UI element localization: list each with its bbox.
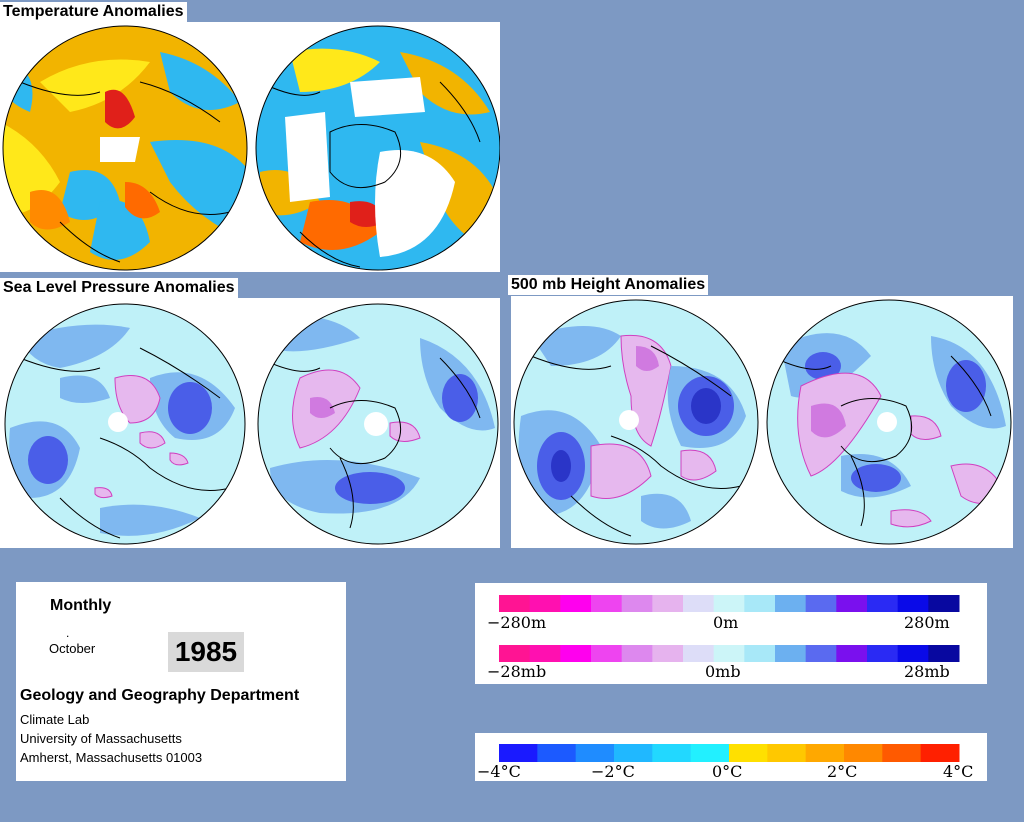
slp-legend-swatch <box>805 645 837 662</box>
temperature-legend: −4°C −2°C 0°C 2°C 4°C <box>475 733 987 781</box>
info-box: Monthly . October 1985 Geology and Geogr… <box>16 582 346 781</box>
slp-label-zero: 0mb <box>705 662 741 681</box>
temp-label-neg2: −2°C <box>591 762 635 781</box>
height-map-panel <box>511 296 1013 548</box>
slp-legend-swatch <box>591 645 623 662</box>
university-label: University of Massachusetts <box>20 731 182 746</box>
lab-label: Climate Lab <box>20 712 90 727</box>
slp-legend-swatch <box>683 645 715 662</box>
temp-label-4: 4°C <box>943 762 973 781</box>
slp-legend-swatch <box>836 645 868 662</box>
southern-hemisphere-temperature-map <box>256 26 500 270</box>
height-legend-swatch <box>744 595 776 612</box>
temperature-legend-graphic: −4°C −2°C 0°C 2°C 4°C <box>477 744 973 781</box>
height-legend-swatch <box>928 595 960 612</box>
slp-legend-swatch <box>928 645 960 662</box>
slp-legend-swatch <box>867 645 899 662</box>
temperature-color-bar <box>499 744 960 762</box>
northern-hemisphere-slp-map <box>5 304 245 544</box>
temp-label-0: 0°C <box>712 762 742 781</box>
address-label: Amherst, Massachusetts 01003 <box>20 750 203 765</box>
temperature-title: Temperature Anomalies <box>0 2 187 22</box>
height-legend-swatch <box>560 595 592 612</box>
height-legend-swatch <box>897 595 929 612</box>
southern-hemisphere-slp-map <box>258 304 498 544</box>
height-slp-legend: −280m 0m 280m −28mb 0mb 28mb <box>475 583 987 684</box>
period-label: Monthly <box>50 597 112 614</box>
height-legend-swatch <box>652 595 684 612</box>
slp-legend-swatch <box>529 645 561 662</box>
height-label-min: −280m <box>487 613 546 632</box>
temp-legend-swatch <box>652 744 692 762</box>
temp-legend-swatch <box>882 744 922 762</box>
height-legend-swatch <box>499 595 531 612</box>
temperature-map-panel <box>0 22 500 272</box>
northern-hemisphere-height-map <box>514 300 758 544</box>
temp-label-neg4: −4°C <box>477 762 521 781</box>
slp-maps <box>4 303 499 545</box>
temp-legend-swatch <box>499 744 538 762</box>
slp-map-panel <box>0 298 500 548</box>
slp-legend-swatch <box>499 645 531 662</box>
height-legend-swatch <box>805 595 837 612</box>
slp-legend-swatch <box>560 645 592 662</box>
height-color-bar <box>499 595 960 612</box>
month-label: October <box>49 641 96 656</box>
height-legend-swatch <box>713 595 745 612</box>
height-legend-swatch <box>529 595 561 612</box>
slp-color-bar <box>499 645 960 662</box>
slp-title: Sea Level Pressure Anomalies <box>0 278 238 298</box>
temp-legend-swatch <box>537 744 577 762</box>
temperature-maps <box>2 25 500 271</box>
temp-legend-swatch <box>614 744 653 762</box>
slp-legend-swatch <box>621 645 653 662</box>
height-label-zero: 0m <box>713 613 738 632</box>
height-title: 500 mb Height Anomalies <box>508 275 709 295</box>
slp-label-max: 28mb <box>904 662 950 681</box>
slp-legend-swatch <box>713 645 745 662</box>
height-legend-swatch <box>775 595 807 612</box>
temp-legend-swatch <box>805 744 845 762</box>
height-label-max: 280m <box>904 613 950 632</box>
slp-label-min: −28mb <box>487 662 546 681</box>
slp-legend-swatch <box>744 645 776 662</box>
southern-hemisphere-height-map <box>767 300 1011 544</box>
temp-legend-swatch <box>690 744 730 762</box>
temp-legend-swatch <box>844 744 883 762</box>
temp-label-2: 2°C <box>827 762 857 781</box>
year-label: 1985 <box>168 632 244 672</box>
slp-legend-swatch <box>652 645 684 662</box>
slp-legend-swatch <box>897 645 929 662</box>
temp-legend-swatch <box>767 744 807 762</box>
separator-dot: . <box>66 626 70 640</box>
northern-hemisphere-temperature-map <box>3 26 247 270</box>
height-legend-swatch <box>867 595 899 612</box>
temp-legend-swatch <box>729 744 768 762</box>
temp-legend-swatch <box>575 744 615 762</box>
height-legend-swatch <box>591 595 623 612</box>
height-legend-swatch <box>836 595 868 612</box>
temp-legend-swatch <box>920 744 960 762</box>
height-maps <box>513 299 1012 545</box>
department-label: Geology and Geography Department <box>20 687 300 704</box>
slp-legend-swatch <box>775 645 807 662</box>
height-slp-legend-graphic: −280m 0m 280m −28mb 0mb 28mb <box>487 595 960 681</box>
height-legend-swatch <box>621 595 653 612</box>
height-legend-swatch <box>683 595 715 612</box>
